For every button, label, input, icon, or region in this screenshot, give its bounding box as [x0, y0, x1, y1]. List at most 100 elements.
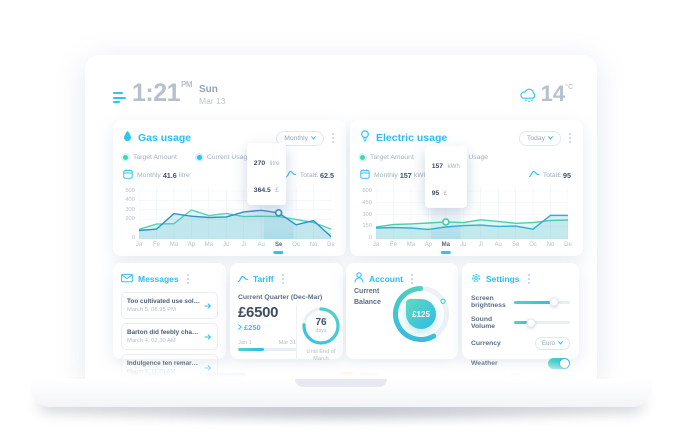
- gas-month-axis[interactable]: Ja Fe Ma Ap Ma Ju Jl Au Se Oc No De: [135, 239, 335, 251]
- electric-usage-unit: kWh: [413, 171, 428, 179]
- y-tick-label: 0: [368, 235, 372, 241]
- chart-canvas[interactable]: [376, 187, 568, 239]
- message-text: Indulgence ten remarkably: [127, 360, 201, 368]
- electric-chart: 600 450 300 150 0 157 kWh 95 £ Ja Fe Ma Ap Ma Ju J…: [360, 145, 573, 251]
- month-label[interactable]: Ju: [460, 242, 467, 248]
- messages-card: Messages Too cultivated use solicitude M…: [113, 263, 226, 381]
- electric-month-axis[interactable]: Ja Fe Ma Ap Ma Ju Jl Au Se Oc No De: [372, 239, 572, 251]
- message-text: Barton did feebly change man: [127, 329, 201, 337]
- y-tick-label: 500: [125, 188, 135, 194]
- month-label[interactable]: Ap: [424, 242, 433, 248]
- arrow-right-icon[interactable]: [204, 328, 212, 346]
- message-item[interactable]: Barton did feebly change man March 4, 02…: [121, 323, 218, 350]
- gas-total-value: 62.5: [320, 170, 334, 180]
- month-label[interactable]: Ju: [223, 242, 230, 248]
- wave-chart-icon: [528, 170, 543, 180]
- month-label[interactable]: Jl: [478, 242, 483, 248]
- account-title: Account: [369, 274, 403, 284]
- gas-tooltip-cost-unit: £: [275, 187, 279, 195]
- electric-period-dropdown[interactable]: Today: [518, 130, 561, 146]
- gas-usage-unit: litre: [178, 171, 190, 179]
- month-label[interactable]: Ma: [204, 242, 213, 248]
- month-label[interactable]: Ja: [135, 242, 143, 248]
- month-label[interactable]: Au: [257, 242, 265, 248]
- month-label[interactable]: No: [546, 242, 555, 248]
- brightness-slider[interactable]: [514, 297, 570, 307]
- electric-tooltip-cost: 95: [431, 190, 440, 198]
- volume-slider-thumb[interactable]: [526, 318, 536, 327]
- month-label[interactable]: Ma: [441, 242, 450, 248]
- gauge-knob[interactable]: [440, 298, 446, 304]
- month-label[interactable]: Ap: [187, 242, 196, 248]
- electric-period-label: Monthly: [374, 171, 398, 179]
- tariff-range-start: Jan 1: [238, 339, 252, 346]
- month-label[interactable]: Ma: [406, 242, 416, 248]
- settings-title: Settings: [486, 274, 520, 284]
- person-icon: [354, 270, 364, 288]
- settings-kebab-menu-icon[interactable]: [526, 272, 532, 285]
- weather-toggle-label: Weather: [471, 360, 498, 367]
- hamburger-menu-icon[interactable]: [113, 92, 127, 106]
- message-date: March 5, 08.95 PM: [127, 306, 176, 313]
- temperature-value: 14: [540, 81, 566, 106]
- gas-usage-card: Gas usage Monthly Target Amount Current …: [113, 120, 346, 256]
- electric-period-value: Today: [526, 134, 545, 142]
- electric-total-label: Total: [542, 171, 558, 179]
- electric-kebab-menu-icon[interactable]: [567, 131, 573, 144]
- time-meridiem: PM: [181, 80, 193, 89]
- tariff-kebab-menu-icon[interactable]: [280, 272, 286, 285]
- gas-kebab-menu-icon[interactable]: [330, 131, 336, 144]
- gas-legend: Target Amount Current Usage: [123, 154, 336, 161]
- envelope-icon: [121, 270, 133, 288]
- month-label[interactable]: Fe: [389, 242, 397, 248]
- y-tick-label: 300: [125, 206, 135, 213]
- electric-tooltip: 157 kWh 95 £: [424, 145, 467, 209]
- month-label[interactable]: Oc: [292, 242, 300, 248]
- tariff-subtitle: Current Quarter (Dec-Mar): [238, 294, 323, 301]
- date-label: Mar 13: [199, 96, 226, 106]
- account-kebab-menu-icon[interactable]: [409, 272, 415, 285]
- message-item[interactable]: Too cultivated use solicitude March 5, 0…: [121, 292, 218, 319]
- volume-slider[interactable]: [514, 318, 570, 327]
- weather-toggle[interactable]: [548, 358, 570, 369]
- chevron-down-icon: [558, 340, 563, 347]
- dashboard: 1:21PM Sun Mar 13 14 °C: [85, 55, 597, 381]
- y-tick-label: 150: [362, 223, 372, 230]
- target-legend-dot: [123, 155, 128, 160]
- brightness-slider-thumb[interactable]: [549, 297, 559, 307]
- currency-dropdown[interactable]: Euro: [534, 336, 570, 350]
- gas-total-currency: £: [314, 171, 318, 179]
- tariff-days-ring: 76 days: [300, 305, 342, 347]
- currency-label: Currency: [471, 339, 501, 347]
- month-label[interactable]: Jl: [241, 242, 246, 248]
- month-label[interactable]: De: [564, 242, 572, 248]
- month-label[interactable]: Oc: [529, 242, 537, 248]
- wave-chart-icon: [237, 270, 249, 288]
- electric-summary-row: Monthly 157 kWh Total £ 95: [360, 169, 573, 181]
- gas-chart-plot[interactable]: 270 litre 364.5 £: [139, 142, 331, 239]
- month-label[interactable]: Fe: [152, 242, 160, 248]
- toggle-knob[interactable]: [560, 359, 569, 368]
- messages-kebab-menu-icon[interactable]: [185, 272, 191, 285]
- electric-chart-plot[interactable]: 157 kWh 95 £: [376, 145, 568, 239]
- gas-tooltip-cost: 364.5: [253, 187, 271, 195]
- month-label[interactable]: De: [327, 242, 335, 248]
- clock-time: 1:21PM: [132, 79, 193, 107]
- gas-tooltip-usage-unit: litre: [269, 159, 280, 167]
- arrow-right-icon[interactable]: [204, 297, 212, 315]
- month-label[interactable]: Se: [274, 242, 283, 248]
- gas-period-label: Monthly: [137, 171, 161, 179]
- gas-tooltip-usage: 270: [253, 159, 266, 167]
- chevron-down-icon: [311, 135, 316, 142]
- y-tick-label: 600: [362, 188, 372, 194]
- time-value: 1:21: [132, 79, 181, 107]
- month-label[interactable]: Ma: [169, 242, 179, 248]
- month-label[interactable]: Se: [511, 242, 520, 248]
- month-label[interactable]: No: [309, 242, 318, 248]
- month-label[interactable]: Au: [494, 242, 502, 248]
- gas-total-label: Total: [299, 171, 315, 179]
- chart-canvas[interactable]: [139, 187, 331, 239]
- month-label[interactable]: Ja: [372, 242, 380, 248]
- gas-period-dropdown[interactable]: Monthly: [276, 130, 324, 146]
